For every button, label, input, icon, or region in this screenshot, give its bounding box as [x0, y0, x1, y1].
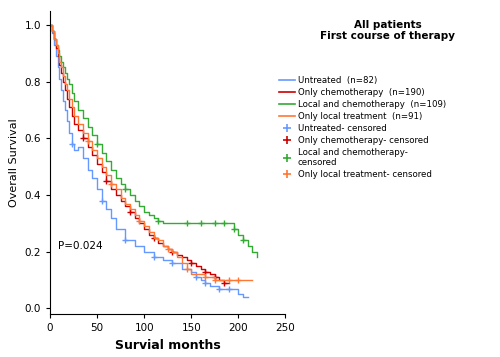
Y-axis label: Overall Survival: Overall Survival: [9, 118, 19, 207]
Text: P=0.024: P=0.024: [58, 241, 102, 251]
Text: All patients
First course of therapy: All patients First course of therapy: [320, 20, 455, 41]
Legend: Untreated  (n=82), Only chemotherapy  (n=190), Local and chemotherapy  (n=109), : Untreated (n=82), Only chemotherapy (n=1…: [280, 76, 446, 179]
X-axis label: Survial months: Survial months: [115, 339, 220, 352]
